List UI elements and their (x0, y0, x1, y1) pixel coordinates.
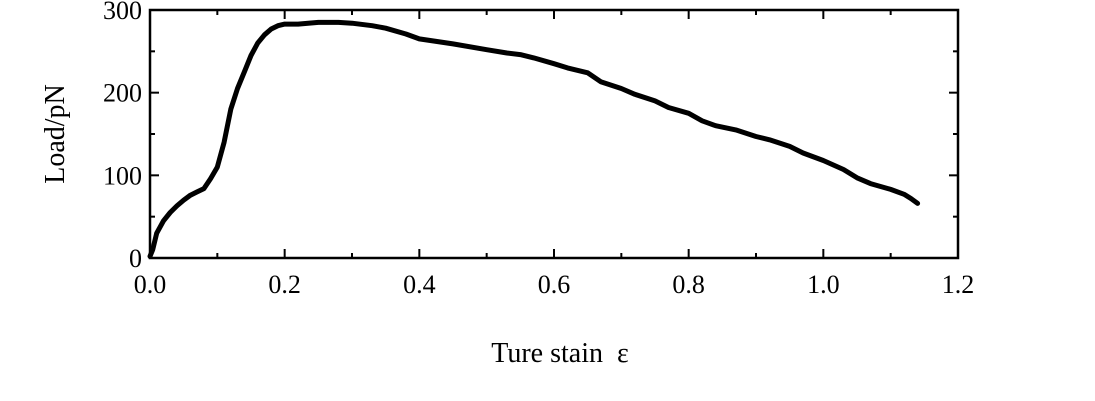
x-axis-ticks: 0.0 0.2 0.4 0.6 0.8 1.0 1.2 (134, 10, 975, 299)
load-curve-line (147, 19, 921, 259)
x-tick-label: 0.2 (268, 270, 301, 299)
x-tick-label: 1.0 (807, 270, 840, 299)
x-tick-label: 0.4 (403, 270, 436, 299)
series-layer (147, 19, 921, 259)
x-tick-label: 0.0 (134, 270, 167, 299)
x-tick-label: 0.6 (538, 270, 571, 299)
y-axis-title: Load/pN (40, 84, 71, 184)
y-tick-label: 300 (103, 0, 142, 25)
x-tick-label: 1.2 (942, 270, 975, 299)
y-axis-ticks: 0 100 200 300 (103, 0, 958, 273)
y-tick-label: 0 (129, 244, 142, 273)
x-axis-title: Ture stain ε (491, 338, 629, 369)
y-tick-label: 200 (103, 79, 142, 108)
x-tick-label: 0.8 (672, 270, 705, 299)
y-tick-label: 100 (103, 161, 142, 190)
plot-frame (148, 8, 960, 260)
